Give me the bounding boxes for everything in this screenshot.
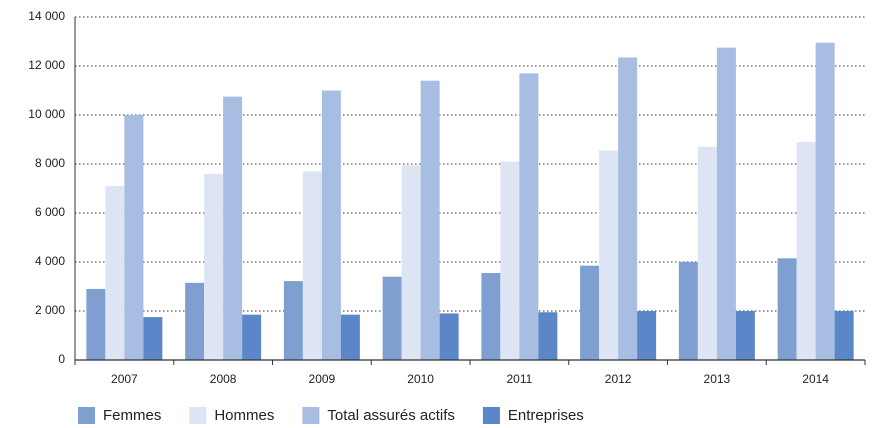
legend-swatch — [482, 407, 500, 424]
bar — [302, 171, 322, 360]
bar — [321, 90, 341, 360]
y-tick-label: 8 000 — [35, 156, 65, 170]
bar — [283, 281, 303, 360]
y-tick-label: 0 — [58, 352, 65, 366]
bar — [223, 96, 243, 360]
bar — [716, 47, 736, 360]
y-tick-label: 4 000 — [35, 254, 65, 268]
legend-text: Hommes — [214, 407, 274, 424]
y-tick-label: 6 000 — [35, 205, 65, 219]
x-tick-label: 2011 — [506, 372, 532, 386]
bar — [637, 311, 657, 360]
y-tick-label: 2 000 — [35, 303, 65, 317]
x-tick-label: 2009 — [309, 372, 336, 386]
bar — [697, 146, 717, 360]
legend-swatch — [302, 407, 320, 424]
legend-text: Entreprises — [508, 407, 584, 424]
x-tick-label: 2014 — [802, 372, 829, 386]
bar — [401, 165, 421, 360]
bar — [500, 161, 520, 360]
bar — [481, 273, 501, 360]
bar — [538, 312, 558, 360]
y-tick-label: 14 000 — [28, 9, 65, 23]
bar — [420, 80, 440, 360]
legend-text: Total assurés actifs — [327, 407, 455, 424]
bar — [815, 42, 835, 360]
y-tick-label: 12 000 — [28, 58, 65, 72]
bar — [204, 173, 224, 360]
bar — [735, 311, 755, 360]
bar — [439, 313, 459, 360]
x-tick-label: 2012 — [605, 372, 632, 386]
legend-text: Femmes — [103, 407, 161, 424]
bar — [580, 265, 600, 360]
bar — [143, 317, 163, 360]
bar — [796, 141, 816, 360]
bar — [618, 57, 638, 361]
bar — [834, 311, 854, 360]
bar — [678, 262, 698, 360]
x-tick-label: 2008 — [210, 372, 237, 386]
y-tick-label: 10 000 — [28, 107, 65, 121]
x-tick-label: 2013 — [704, 372, 731, 386]
legend-swatch — [78, 407, 95, 424]
bar — [185, 282, 205, 360]
x-tick-label: 2010 — [407, 372, 434, 386]
bar — [340, 314, 360, 360]
bar — [519, 73, 539, 360]
bar — [124, 115, 144, 360]
bar — [777, 258, 797, 360]
bar — [105, 186, 125, 360]
bar — [599, 150, 619, 360]
bar — [382, 276, 402, 360]
bar — [242, 314, 262, 360]
x-tick-label: 2007 — [111, 372, 138, 386]
bar — [86, 288, 106, 360]
legend-swatch — [189, 407, 207, 424]
